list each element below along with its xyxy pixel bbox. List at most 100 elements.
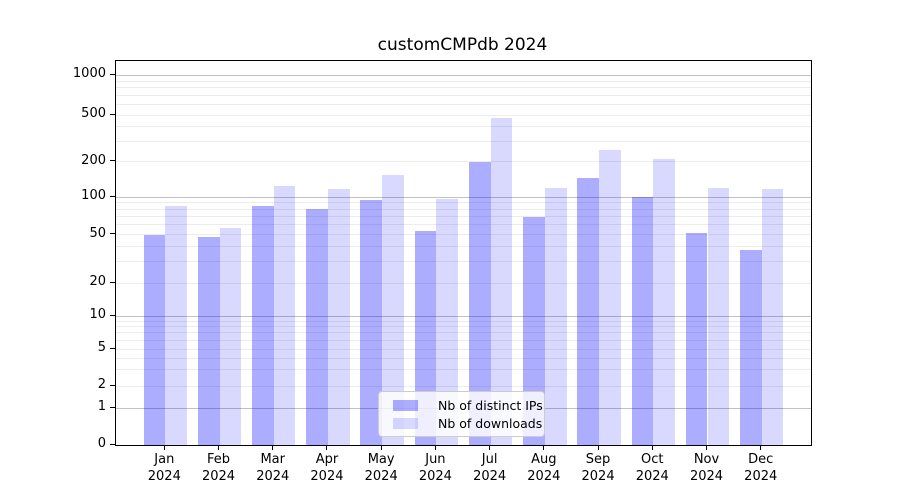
bar-distinct-ips	[740, 250, 762, 445]
y-tick-mark	[110, 314, 115, 316]
y-tick-label: 500	[81, 106, 106, 122]
y-tick-label: 2	[97, 377, 106, 392]
y-tick-mark	[110, 384, 115, 386]
bar-downloads	[707, 188, 730, 445]
legend-label-distinct-ips: Nb of distinct IPs	[438, 397, 543, 413]
x-tick-label: Mar 2024	[256, 452, 290, 484]
gridline-minor	[116, 161, 811, 163]
gridline-minor	[116, 326, 811, 328]
gridline-minor	[116, 87, 811, 89]
gridline-minor	[116, 369, 811, 371]
gridline-minor	[116, 104, 811, 106]
bar-distinct-ips	[143, 234, 166, 445]
x-tick-mark	[651, 445, 653, 450]
bar-downloads	[273, 185, 296, 445]
gridline-minor	[116, 348, 811, 350]
gridline-minor	[116, 282, 811, 284]
x-tick-mark	[706, 445, 707, 450]
bar-distinct-ips	[685, 233, 708, 445]
gridline-minor	[116, 320, 811, 322]
gridline-minor	[116, 80, 811, 82]
gridline-major	[116, 74, 811, 76]
y-tick-mark	[110, 443, 115, 445]
x-tick-label: Apr 2024	[310, 452, 344, 484]
y-tick-mark	[110, 281, 115, 283]
y-tick-label: 1	[97, 399, 106, 414]
y-tick-mark	[110, 160, 115, 162]
y-tick-label: 200	[81, 152, 106, 168]
x-tick-label: Oct 2024	[635, 452, 669, 484]
y-tick-label: 5	[97, 340, 106, 355]
y-tick-mark	[110, 347, 115, 349]
x-tick-label: Feb 2024	[201, 452, 236, 484]
legend-item-distinct-ips: Nb of distinct IPs	[393, 398, 543, 413]
x-tick-label: Aug 2024	[527, 452, 561, 484]
x-tick-mark	[597, 445, 599, 450]
y-tick-label: 100	[81, 188, 106, 203]
bar-downloads	[599, 150, 621, 445]
y-tick-label: 50	[89, 225, 106, 241]
legend-item-downloads: Nb of downloads	[393, 416, 542, 431]
gridline-minor	[116, 224, 811, 226]
bar-downloads	[327, 188, 350, 445]
y-tick-mark	[110, 406, 115, 408]
y-tick-label: 0	[97, 436, 106, 451]
bar-distinct-ips	[631, 197, 654, 445]
legend-label-downloads: Nb of downloads	[438, 415, 543, 431]
x-tick-mark	[489, 445, 491, 450]
gridline-minor	[116, 126, 811, 128]
x-tick-label: Nov 2024	[689, 452, 724, 484]
bar-downloads	[165, 205, 187, 445]
gridline-minor	[116, 385, 811, 387]
x-tick-label: Jan 2024	[147, 452, 181, 484]
y-tick-mark	[110, 113, 115, 115]
gridline-minor	[116, 261, 811, 263]
x-tick-mark	[434, 445, 436, 450]
y-tick-label: 1000	[72, 66, 106, 81]
x-tick-mark	[380, 445, 382, 450]
gridline-minor	[116, 202, 811, 204]
gridline-major	[116, 196, 811, 198]
bar-downloads	[544, 187, 567, 445]
y-tick-label: 20	[89, 274, 106, 289]
gridline-minor	[116, 332, 811, 334]
bar-downloads	[490, 118, 513, 445]
bar-downloads	[653, 159, 675, 445]
x-tick-mark	[326, 445, 328, 450]
x-tick-label: May 2024	[364, 452, 398, 484]
gridline-minor	[116, 95, 811, 97]
plot-area	[115, 60, 812, 446]
x-tick-label: Dec 2024	[744, 452, 778, 484]
gridline-minor	[116, 339, 811, 341]
x-tick-mark	[543, 445, 545, 450]
gridline-minor	[116, 114, 811, 116]
bar-distinct-ips	[360, 200, 383, 445]
gridline-minor	[116, 215, 811, 217]
x-tick-mark	[218, 445, 220, 450]
gridline-minor	[116, 245, 811, 247]
gridline-minor	[116, 234, 811, 235]
gridline-major	[116, 315, 811, 317]
chart-title: customCMPdb 2024	[377, 35, 548, 55]
legend-swatch-distinct-ips	[393, 399, 418, 411]
y-tick-label: 10	[89, 307, 106, 322]
x-tick-label: Sep 2024	[581, 452, 615, 484]
y-tick-mark	[110, 233, 115, 234]
bar-distinct-ips	[523, 217, 545, 445]
gridline-minor	[116, 140, 811, 142]
x-tick-mark	[272, 445, 274, 450]
bar-downloads	[219, 228, 242, 445]
x-tick-mark	[760, 445, 762, 450]
x-tick-label: Jun 2024	[418, 452, 452, 484]
y-tick-mark	[110, 73, 115, 75]
y-tick-mark	[110, 195, 115, 197]
bar-downloads	[436, 199, 459, 445]
bar-distinct-ips	[197, 236, 220, 445]
legend-swatch-downloads	[393, 417, 418, 429]
bar-distinct-ips	[468, 162, 491, 445]
bar-downloads	[382, 174, 404, 445]
x-tick-mark	[163, 445, 165, 450]
bar-downloads	[761, 188, 784, 445]
gridline-minor	[116, 208, 811, 210]
